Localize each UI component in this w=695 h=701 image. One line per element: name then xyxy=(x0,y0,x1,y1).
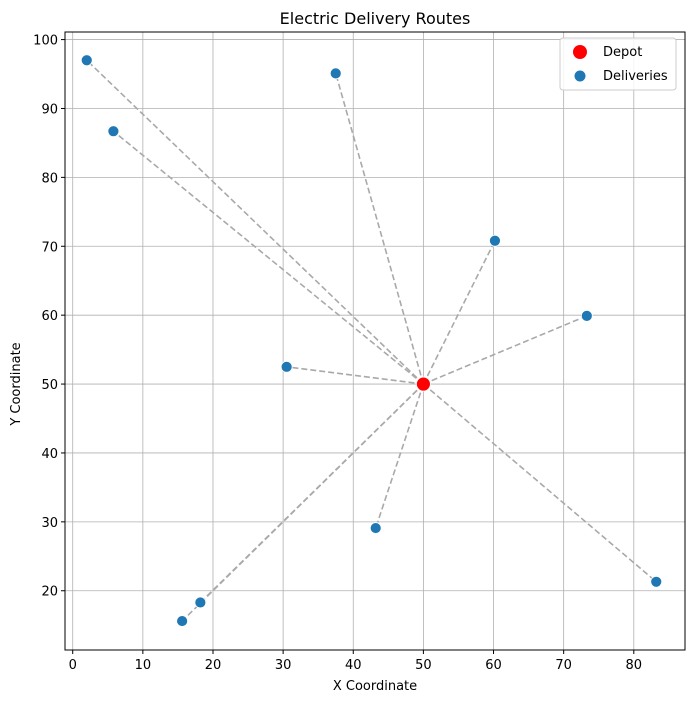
plot-area-frame xyxy=(64,31,686,651)
route-line xyxy=(286,366,424,385)
delivery-point xyxy=(329,67,342,80)
x-tick-label: 40 xyxy=(345,658,362,673)
legend-marker-depot xyxy=(573,45,587,59)
legend-label-deliveries: Deliveries xyxy=(603,69,668,84)
route-line xyxy=(334,73,425,385)
x-tick-label: 80 xyxy=(626,658,643,673)
y-tick-label: 100 xyxy=(33,34,58,49)
y-tick-label: 70 xyxy=(41,240,58,255)
route-line xyxy=(422,383,657,583)
y-tick-label: 30 xyxy=(41,516,58,531)
delivery-point xyxy=(369,522,382,534)
depot-point xyxy=(415,376,431,392)
y-tick-label: 80 xyxy=(41,171,58,186)
delivery-point xyxy=(489,234,501,247)
legend-marker-deliveries xyxy=(574,70,586,82)
grid xyxy=(65,32,685,650)
delivery-point xyxy=(80,54,93,67)
route-line xyxy=(422,240,496,385)
legend-box xyxy=(559,37,677,91)
delivery-point xyxy=(580,309,593,322)
x-tick-label: 0 xyxy=(69,658,77,673)
y-tick-label: 50 xyxy=(41,378,58,393)
y-tick-label: 90 xyxy=(41,102,58,117)
delivery-point xyxy=(650,575,663,588)
route-line xyxy=(86,59,424,385)
x-axis-title: X Coordinate xyxy=(333,679,417,694)
x-tick-label: 10 xyxy=(135,658,152,673)
delivery-point xyxy=(176,615,189,627)
x-tick-label: 30 xyxy=(275,658,292,673)
legend-label-depot: Depot xyxy=(603,45,642,60)
delivery-point xyxy=(107,125,120,138)
delivery-point xyxy=(280,360,293,373)
chart-title: Electric Delivery Routes xyxy=(280,9,471,28)
x-tick-label: 70 xyxy=(555,658,572,673)
y-tick-label: 20 xyxy=(41,585,58,600)
x-tick-label: 60 xyxy=(485,658,502,673)
route-line xyxy=(374,383,425,529)
y-tick-label: 60 xyxy=(41,309,58,324)
x-tick-label: 50 xyxy=(415,658,432,673)
route-line xyxy=(181,383,424,622)
route-lines xyxy=(86,59,657,622)
route-line xyxy=(112,130,424,385)
legend: Depot Deliveries xyxy=(559,37,677,91)
y-tick-label: 40 xyxy=(41,447,58,462)
delivery-point xyxy=(194,596,207,609)
data-points xyxy=(80,54,663,627)
axis-ticks: 0 10 20 30 40 50 60 70 80 20 30 40 50 60 70 80 90 100 xyxy=(33,34,642,673)
route-line xyxy=(423,315,588,385)
y-axis-title: Y Coordinate xyxy=(9,342,24,426)
x-tick-label: 20 xyxy=(205,658,222,673)
